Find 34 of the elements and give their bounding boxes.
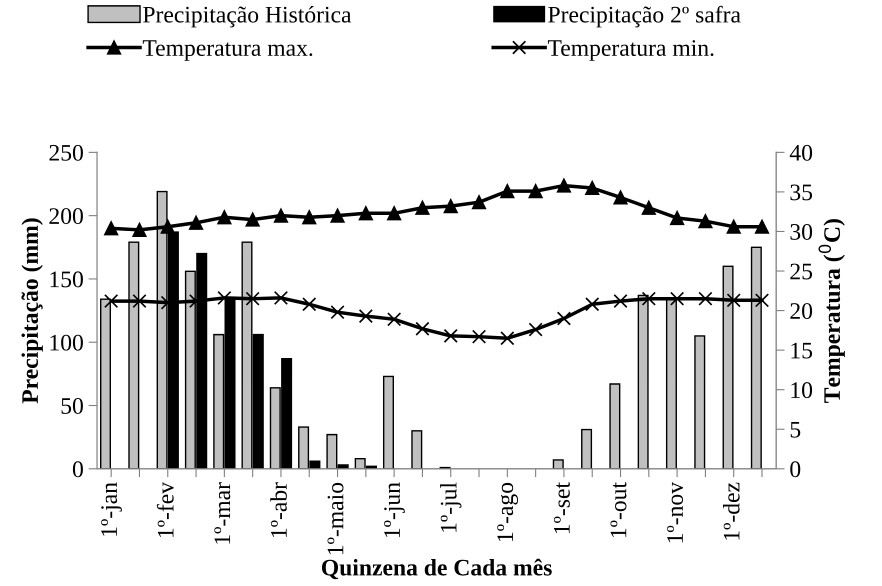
x-tick-label: 1º-mar <box>214 482 230 544</box>
y2-tick-label: 35 <box>790 184 812 200</box>
x-tick-label: 1º-out <box>610 482 626 538</box>
x-tick-label: 1º-dez <box>723 482 740 540</box>
y2-tick-label: 15 <box>791 342 812 359</box>
legend-label: Precipitação 2º safra <box>548 6 741 28</box>
y2-tick-label: 10 <box>791 382 812 398</box>
y-tick-label: 0 <box>72 461 83 478</box>
x-tick-label: 1º-nov <box>667 482 684 542</box>
x-tick-label: 1º-fev <box>156 482 174 538</box>
x-tick-label: 1º-set <box>554 482 570 534</box>
y-axis-title: Precipitação (mm) <box>21 218 43 404</box>
x-tick-label: 1º-jun <box>384 482 405 538</box>
y2-tick-label: 30 <box>790 224 812 240</box>
y-tick-label: 150 <box>50 271 83 288</box>
y2-tick-label: 0 <box>790 461 800 478</box>
y-tick-label: 200 <box>49 208 83 224</box>
y-tick-label: 50 <box>62 398 83 414</box>
x-axis-title: Quinzena de Cada mês <box>322 558 552 580</box>
legend-label: Temperatura min. <box>548 40 714 61</box>
y2-tick-label: 20 <box>790 303 812 320</box>
x-tick-label: 1º-abr <box>270 482 287 538</box>
y2-axis-title: Temperatura ($^{0}$C) <box>818 219 845 403</box>
x-tick-label: 1º-jan <box>101 482 122 536</box>
x-tick-label: 1º-ago <box>497 482 518 541</box>
x-tick-label: 1º-jul <box>440 482 462 532</box>
y-tick-label: 100 <box>50 334 83 351</box>
y2-tick-label: 25 <box>790 264 812 280</box>
legend-label: Temperatura max. <box>142 40 312 61</box>
y-tick-label: 250 <box>49 144 83 161</box>
legend-label: Precipitação Histórica <box>143 6 352 28</box>
y2-tick-label: 5 <box>790 422 800 438</box>
y2-tick-label: 40 <box>790 144 812 161</box>
x-tick-label: 1º-maio <box>328 482 344 554</box>
